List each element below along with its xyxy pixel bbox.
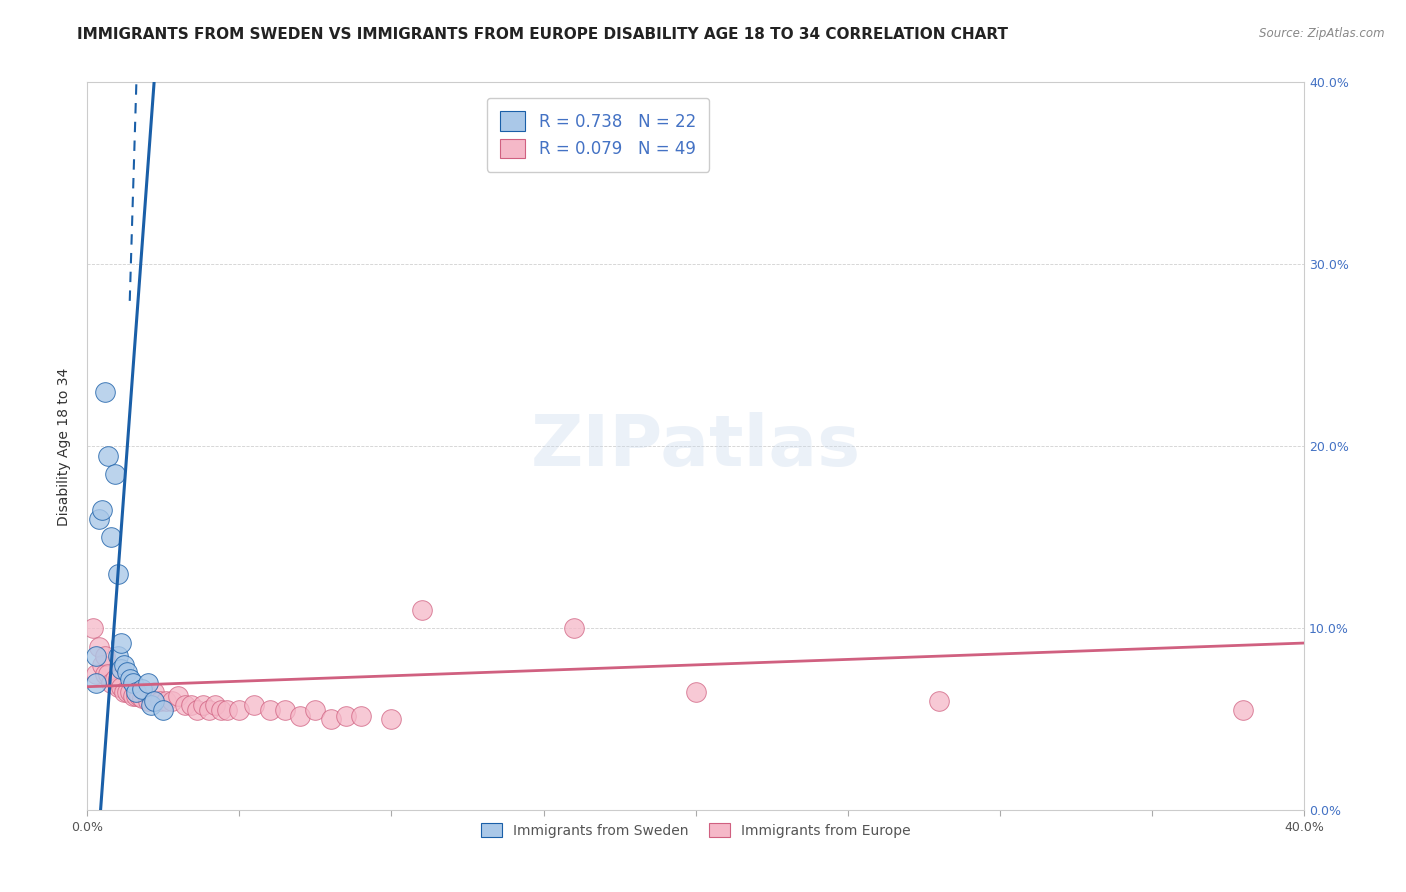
Point bbox=[91, 503, 114, 517]
Point bbox=[350, 709, 373, 723]
Point bbox=[94, 384, 117, 399]
Point bbox=[143, 685, 166, 699]
Point bbox=[274, 703, 297, 717]
Point bbox=[103, 673, 125, 687]
Point bbox=[180, 698, 202, 712]
Point bbox=[167, 689, 190, 703]
Point bbox=[173, 698, 195, 712]
Point bbox=[131, 690, 153, 705]
Point bbox=[152, 703, 174, 717]
Point bbox=[685, 685, 707, 699]
Point bbox=[107, 648, 129, 663]
Point bbox=[204, 698, 226, 712]
Point bbox=[107, 673, 129, 687]
Point bbox=[191, 698, 214, 712]
Text: ZIPatlas: ZIPatlas bbox=[530, 412, 860, 481]
Point bbox=[118, 685, 141, 699]
Point bbox=[100, 531, 122, 545]
Point bbox=[115, 685, 138, 699]
Point bbox=[228, 703, 250, 717]
Text: Source: ZipAtlas.com: Source: ZipAtlas.com bbox=[1260, 27, 1385, 40]
Point bbox=[259, 703, 281, 717]
Point bbox=[128, 689, 150, 703]
Point bbox=[94, 667, 117, 681]
Point bbox=[84, 676, 107, 690]
Point bbox=[319, 713, 342, 727]
Point bbox=[121, 689, 143, 703]
Point bbox=[84, 667, 107, 681]
Point bbox=[89, 640, 111, 654]
Legend: Immigrants from Sweden, Immigrants from Europe: Immigrants from Sweden, Immigrants from … bbox=[475, 818, 917, 844]
Point bbox=[110, 661, 132, 675]
Point bbox=[134, 685, 156, 699]
Point bbox=[136, 676, 159, 690]
Point bbox=[94, 648, 117, 663]
Point bbox=[84, 648, 107, 663]
Point bbox=[198, 703, 221, 717]
Point bbox=[110, 636, 132, 650]
Point bbox=[125, 689, 148, 703]
Point bbox=[209, 703, 232, 717]
Point bbox=[562, 622, 585, 636]
Point bbox=[115, 665, 138, 680]
Point bbox=[304, 703, 326, 717]
Point bbox=[411, 603, 433, 617]
Point bbox=[97, 449, 120, 463]
Point bbox=[112, 657, 135, 672]
Point bbox=[136, 694, 159, 708]
Point bbox=[125, 685, 148, 699]
Point bbox=[155, 694, 177, 708]
Point bbox=[162, 694, 184, 708]
Point bbox=[131, 681, 153, 696]
Point bbox=[143, 694, 166, 708]
Point bbox=[149, 694, 172, 708]
Point bbox=[97, 667, 120, 681]
Point bbox=[110, 680, 132, 694]
Point bbox=[121, 676, 143, 690]
Point bbox=[91, 657, 114, 672]
Point bbox=[107, 680, 129, 694]
Point bbox=[288, 709, 311, 723]
Point bbox=[103, 467, 125, 481]
Point bbox=[107, 566, 129, 581]
Point bbox=[243, 698, 266, 712]
Point bbox=[100, 676, 122, 690]
Point bbox=[112, 685, 135, 699]
Point bbox=[89, 512, 111, 526]
Point bbox=[139, 698, 162, 712]
Point bbox=[82, 622, 104, 636]
Point bbox=[217, 703, 239, 717]
Point bbox=[928, 694, 950, 708]
Y-axis label: Disability Age 18 to 34: Disability Age 18 to 34 bbox=[58, 368, 72, 525]
Text: IMMIGRANTS FROM SWEDEN VS IMMIGRANTS FROM EUROPE DISABILITY AGE 18 TO 34 CORRELA: IMMIGRANTS FROM SWEDEN VS IMMIGRANTS FRO… bbox=[77, 27, 1008, 42]
Point bbox=[335, 709, 357, 723]
Point bbox=[380, 713, 402, 727]
Point bbox=[118, 673, 141, 687]
Point bbox=[1232, 703, 1254, 717]
Point bbox=[186, 703, 208, 717]
